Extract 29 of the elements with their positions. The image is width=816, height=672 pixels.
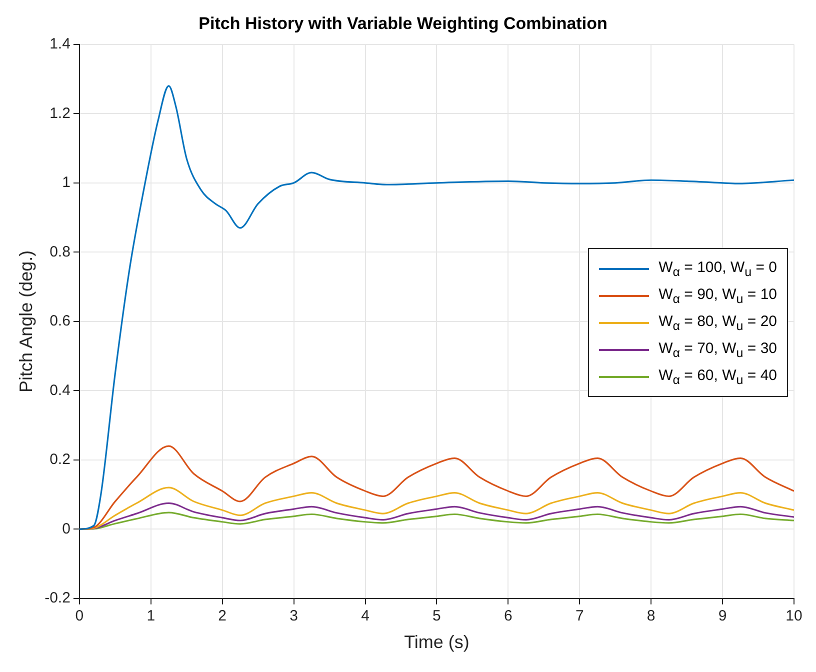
x-tick-label: 7 [575,608,584,625]
x-tick-label: 3 [290,608,298,625]
y-tick-label: 1 [62,174,70,192]
y-tick-label: 0.6 [50,312,70,330]
legend-label: W$_{α}$ = 100, W$_{u}$ = 0 [658,258,777,278]
x-tick-label: 9 [718,608,727,625]
chart-title: Pitch History with Variable Weighting Combination [198,14,608,33]
x-axis-title: Time (s) [404,632,470,652]
legend-label: W$_{α}$ = 60, W$_{u}$ = 40 [658,366,777,386]
y-tick-label: 1.4 [50,36,70,53]
x-tick-label: 5 [432,608,441,625]
x-tick-label: 2 [218,608,227,625]
y-tick-label: 0.8 [50,243,70,260]
y-tick-label: 0 [62,520,70,538]
legend-label: W$_{α}$ = 70, W$_{u}$ = 30 [658,340,777,360]
x-tick-label: 6 [504,608,512,625]
x-tick-label: 10 [786,608,802,625]
y-tick-label: -0.2 [44,590,70,607]
y-tick-label: 1.2 [50,104,70,122]
legend-label: W$_{α}$ = 80, W$_{u}$ = 20 [658,312,777,332]
line-series [79,85,794,530]
x-tick-label: 0 [75,608,84,625]
x-tick-label: 4 [361,608,370,625]
y-axis-title: Pitch Angle (deg.) [16,250,36,392]
x-tick-label: 8 [646,608,656,625]
legend-label: W$_{α}$ = 90, W$_{u}$ = 10 [658,286,777,306]
y-tick-label: 0.2 [50,451,70,468]
y-tick-label: 0.4 [50,382,70,399]
x-tick-label: 1 [146,608,156,625]
